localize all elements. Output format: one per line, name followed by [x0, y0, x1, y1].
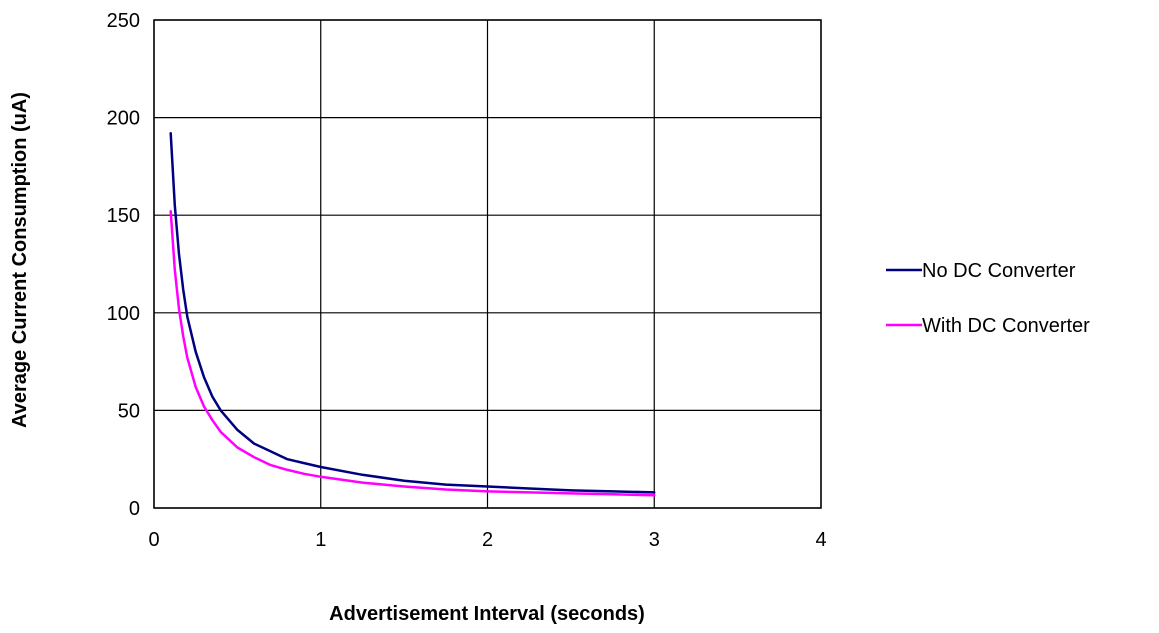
y-tick-label: 0	[129, 498, 140, 520]
y-tick-label: 250	[107, 10, 140, 32]
y-tick-label: 100	[107, 303, 140, 325]
legend: No DC Converter With DC Converter	[886, 260, 1090, 337]
series-line-1	[169, 210, 656, 497]
y-tick-label: 50	[118, 400, 140, 422]
y-tick-label: 200	[107, 108, 140, 130]
x-tick-label: 0	[148, 529, 159, 551]
legend-label: No DC Converter	[922, 260, 1076, 282]
grid-lines	[153, 19, 822, 509]
series-line-0	[169, 131, 656, 494]
x-axis-label: Advertisement Interval (seconds)	[329, 603, 645, 625]
y-axis-label: Average Current Consumption (uA)	[9, 92, 31, 428]
plot-area-frame	[153, 19, 822, 509]
y-tick-label: 150	[107, 205, 140, 227]
x-tick-label: 2	[482, 529, 493, 551]
x-tick-label: 4	[815, 529, 826, 551]
y-axis-tick-labels: 0 50 100 150 200 250	[107, 10, 140, 520]
legend-label: With DC Converter	[922, 315, 1090, 337]
series-lines	[169, 131, 656, 497]
x-tick-label: 3	[649, 529, 660, 551]
x-tick-label: 1	[315, 529, 326, 551]
x-axis-tick-labels: 0 1 2 3 4	[148, 529, 826, 551]
